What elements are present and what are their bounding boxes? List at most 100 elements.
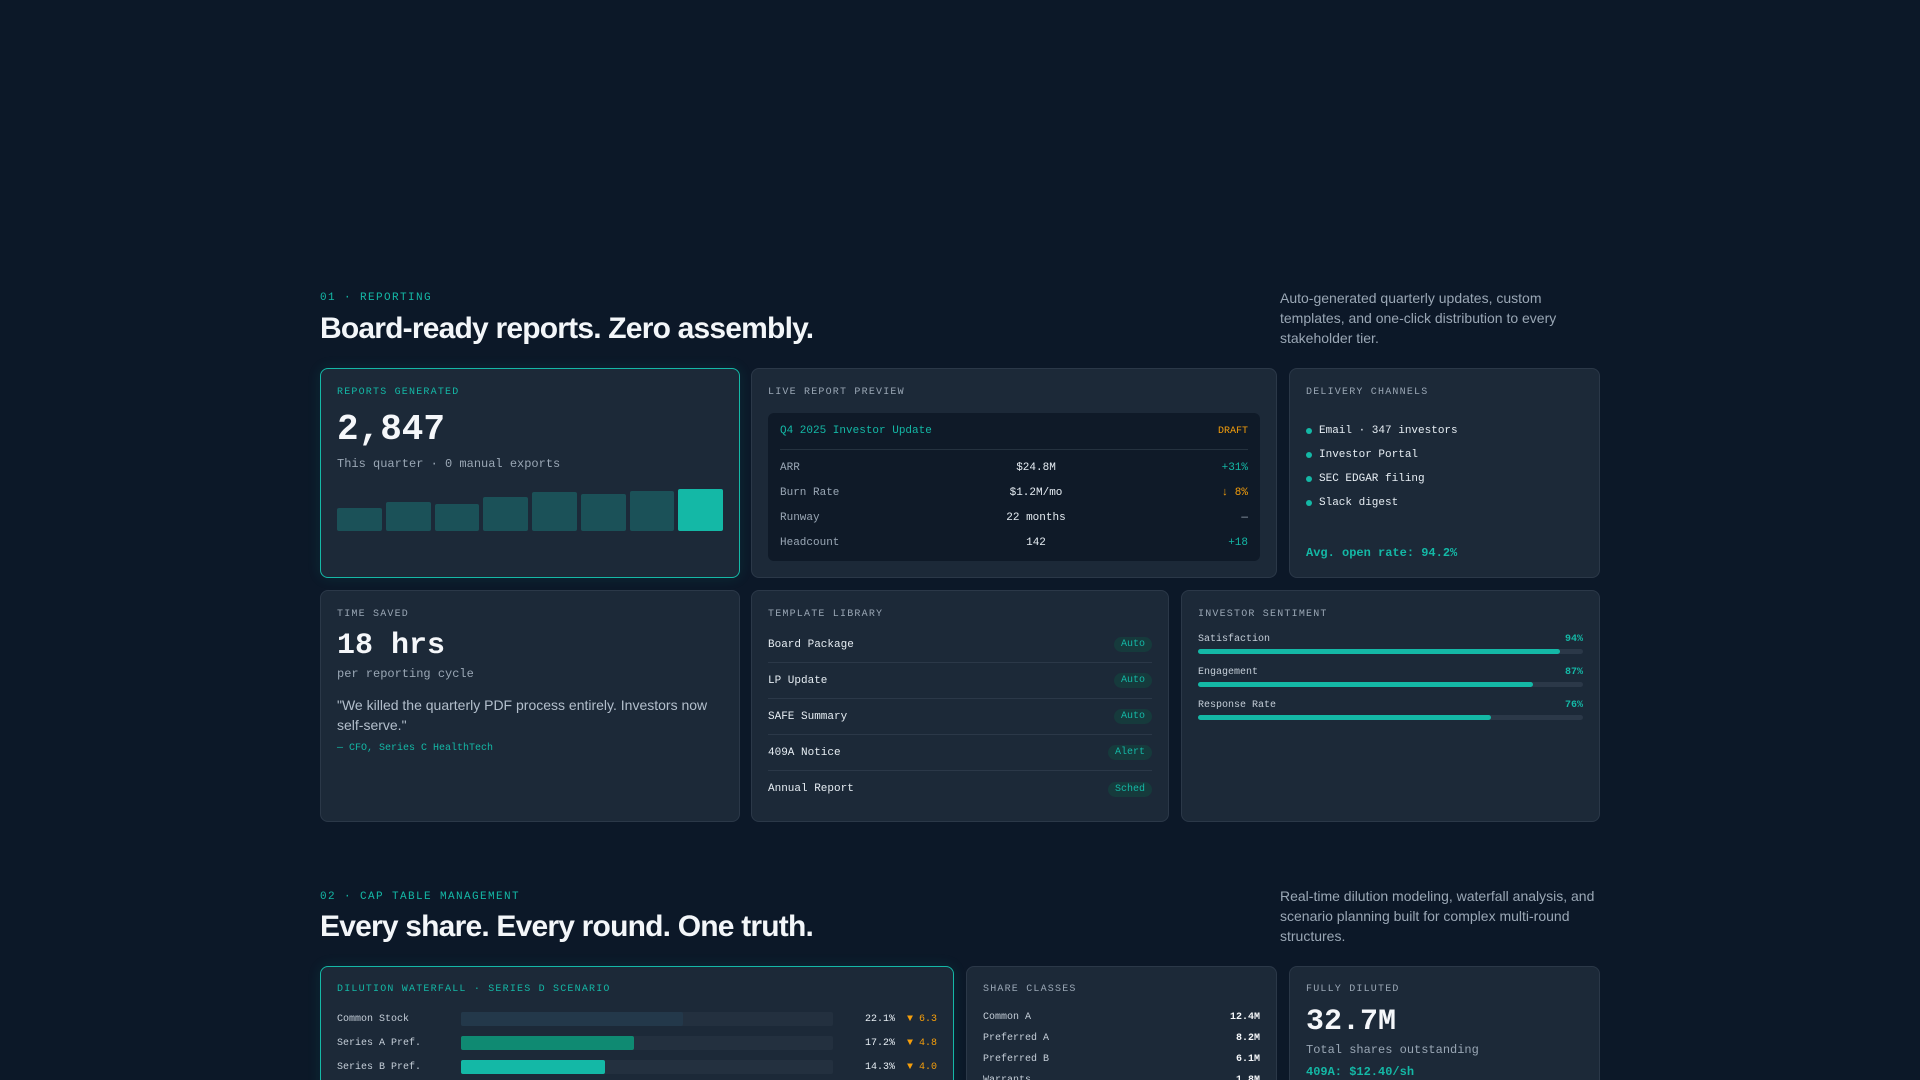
sentiment-pct: 94%	[1564, 633, 1583, 645]
share-class-row: Preferred A 8.2M	[983, 1028, 1260, 1049]
share-class-value: 8.2M	[1235, 1033, 1260, 1044]
section-reporting-title: Board-ready reports. Zero assembly.	[320, 312, 814, 345]
template-item[interactable]: Board Package Auto	[768, 627, 1152, 663]
template-tag-badge: Auto	[1113, 637, 1152, 652]
metric-value: 142	[1026, 536, 1046, 549]
metric-value: $24.8M	[1016, 461, 1056, 474]
template-item[interactable]: SAFE Summary Auto	[768, 699, 1152, 735]
testimonial-quote: "We killed the quarterly PDF process ent…	[337, 697, 708, 733]
dilution-track	[461, 1036, 833, 1050]
draft-status-badge: DRAFT	[1217, 425, 1248, 437]
share-class-name: Preferred A	[983, 1033, 1050, 1044]
report-metric-row: ARR $24.8M +31%	[780, 455, 1248, 480]
section-reporting-eyebrow: 01 · REPORTING	[320, 292, 433, 304]
reports-generated-card: REPORTS GENERATED 2,847 This quarter · 0…	[320, 368, 740, 578]
share-class-name: Common Stock	[337, 1013, 410, 1025]
metric-value: $1.2M/mo	[1009, 486, 1063, 499]
metric-name: Headcount	[780, 536, 840, 549]
dilution-row: Series A Pref. 17.2% ▼ 4.8	[337, 1031, 937, 1055]
fully-diluted-card: FULLY DILUTED 32.7M Total shares outstan…	[1289, 966, 1600, 1080]
share-class-name: Series B Pref.	[337, 1061, 422, 1073]
sentiment-track	[1198, 682, 1583, 687]
dilution-track	[461, 1012, 833, 1026]
card-label: DELIVERY CHANNELS	[1306, 387, 1429, 398]
share-classes-card: SHARE CLASSES Common A 12.4M Preferred A 8.…	[966, 966, 1277, 1080]
share-class-row: Warrants 1.8M	[983, 1070, 1260, 1080]
dilution-pct: 17.2%	[864, 1037, 895, 1049]
template-item[interactable]: LP Update Auto	[768, 663, 1152, 699]
card-label: INVESTOR SENTIMENT	[1198, 609, 1328, 620]
template-tag-badge: Auto	[1113, 673, 1152, 688]
sentiment-name: Satisfaction	[1198, 633, 1271, 645]
sentiment-name: Response Rate	[1198, 699, 1277, 711]
section-cap-table-eyebrow: 02 · CAP TABLE MANAGEMENT	[320, 891, 521, 903]
template-name: Board Package	[768, 638, 854, 651]
sentiment-fill	[1198, 682, 1533, 687]
delivery-channels-card: DELIVERY CHANNELS Email · 347 investors I…	[1289, 368, 1600, 578]
sentiment-pct: 76%	[1564, 699, 1583, 711]
share-class-value: 6.1M	[1235, 1054, 1260, 1065]
sentiment-metric: Engagement 87%	[1198, 664, 1583, 697]
status-dot-icon	[1306, 476, 1312, 482]
dilution-pct: 14.3%	[864, 1061, 895, 1073]
section-reporting-description: Auto-generated quarterly updates, custom…	[1280, 290, 1557, 346]
report-bar	[385, 501, 431, 531]
metric-name: ARR	[780, 461, 800, 474]
status-dot-icon	[1306, 500, 1312, 506]
template-list: Board Package Auto LP Update Auto SAFE Summa…	[768, 627, 1152, 807]
dilution-pct: 22.1%	[864, 1013, 895, 1025]
channel-item: Slack digest	[1306, 491, 1458, 515]
fully-diluted-subtitle: Total shares outstanding	[1306, 1043, 1479, 1057]
template-name: SAFE Summary	[768, 710, 848, 723]
report-metric-row: Burn Rate $1.2M/mo ↓ 8%	[780, 480, 1248, 505]
sentiment-pct: 87%	[1564, 666, 1583, 678]
time-saved-card: TIME SAVED 18 hrs per reporting cycle "W…	[320, 590, 740, 822]
report-bar	[629, 491, 675, 531]
card-label: TEMPLATE LIBRARY	[768, 609, 884, 620]
metric-value: 22 months	[1006, 511, 1066, 524]
sentiment-metric: Satisfaction 94%	[1198, 631, 1583, 664]
reports-count: 2,847	[337, 409, 446, 450]
template-item[interactable]: 409A Notice Alert	[768, 735, 1152, 771]
reports-bar-chart	[337, 489, 723, 531]
status-dot-icon	[1306, 452, 1312, 458]
sentiment-track	[1198, 715, 1583, 720]
channel-list: Email · 347 investors Investor Portal SEC …	[1306, 419, 1458, 515]
dilution-rows: Common Stock 22.1% ▼ 6.3 Series A Pref. 17.2…	[337, 1007, 937, 1079]
report-bar	[532, 492, 577, 531]
valuation-409a: 409A: $12.40/sh	[1306, 1065, 1415, 1079]
template-item[interactable]: Annual Report Sched	[768, 771, 1152, 807]
dilution-fill	[461, 1060, 605, 1074]
metric-delta: ↓ 8%	[1221, 486, 1248, 499]
report-doc-title: Q4 2025 Investor Update	[780, 425, 932, 437]
section-cap-table-description: Real-time dilution modeling, waterfall a…	[1280, 888, 1595, 944]
share-class-value: 1.8M	[1236, 1075, 1260, 1080]
report-preview-document[interactable]: Q4 2025 Investor Update DRAFT ARR $24.8M +…	[768, 413, 1260, 561]
investor-sentiment-card: INVESTOR SENTIMENT Satisfaction 94% Engage…	[1181, 590, 1600, 822]
channel-item: Investor Portal	[1306, 443, 1458, 467]
card-label: TIME SAVED	[337, 609, 410, 620]
dilution-change: ▼ 6.3	[906, 1013, 937, 1025]
metric-name: Burn Rate	[780, 486, 840, 499]
card-label: REPORTS GENERATED	[337, 387, 460, 398]
report-bar	[337, 507, 382, 531]
live-report-preview-card: LIVE REPORT PREVIEW Q4 2025 Investor Upd…	[751, 368, 1277, 578]
card-label: LIVE REPORT PREVIEW	[768, 387, 905, 398]
share-class-name: Series A Pref.	[337, 1037, 422, 1049]
dilution-fill	[461, 1012, 684, 1026]
template-name: Annual Report	[768, 783, 854, 795]
report-metric-row: Headcount 142 +18	[780, 530, 1248, 555]
sentiment-track	[1198, 649, 1583, 654]
template-name: LP Update	[768, 674, 828, 687]
template-name: 409A Notice	[768, 746, 841, 759]
sentiment-name: Engagement	[1198, 666, 1259, 678]
card-label: FULLY DILUTED	[1306, 984, 1400, 995]
template-tag-badge: Alert	[1107, 745, 1152, 760]
dilution-fill	[461, 1036, 634, 1050]
report-metric-row: Runway 22 months —	[780, 505, 1248, 530]
channel-label: Slack digest	[1319, 497, 1399, 509]
testimonial-attribution: — CFO, Series C HealthTech	[337, 743, 494, 754]
time-saved-value: 18 hrs	[337, 629, 446, 663]
sentiment-metric: Response Rate 76%	[1198, 697, 1583, 730]
report-bar	[434, 503, 480, 531]
